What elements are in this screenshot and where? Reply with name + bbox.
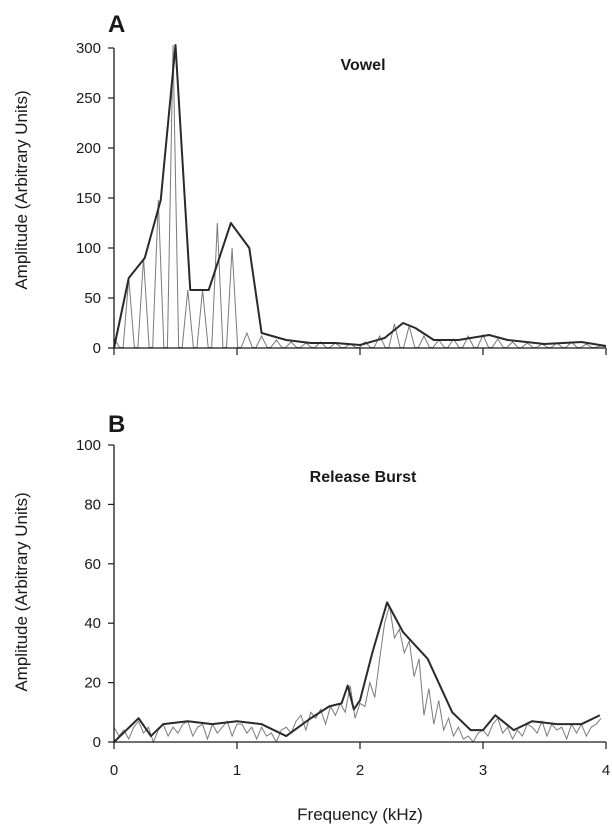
panel-a-vowel-spectrum: A Vowel Amplitude (Arbitrary Units) 0 50 1… <box>12 11 607 357</box>
spectrum-line <box>113 44 607 348</box>
panel-a-x-ticks <box>113 348 607 355</box>
y-tick-label: 200 <box>76 140 101 157</box>
panel-a-ylabel: Amplitude (Arbitrary Units) <box>12 90 31 289</box>
panel-a-spectrum-line <box>113 44 607 348</box>
y-tick-label: 60 <box>84 556 101 573</box>
x-tick-label: 4 <box>602 762 610 779</box>
x-tick-label: 2 <box>356 762 364 779</box>
y-tick-label: 20 <box>84 675 101 692</box>
panel-b-spectrum-line <box>113 605 602 744</box>
y-tick-label: 0 <box>93 734 101 751</box>
panel-b-envelope-line <box>113 601 601 743</box>
panel-a-axes <box>113 48 606 349</box>
panel-a-label: A <box>108 11 125 38</box>
y-tick-label: 300 <box>76 40 101 57</box>
panel-b-release-burst-spectrum: B Release Burst Amplitude (Arbitrary Uni… <box>12 411 610 779</box>
panel-a-y-ticks: 0 50 100 150 200 250 300 <box>76 40 114 357</box>
panel-b-axes <box>113 445 606 743</box>
y-tick-label: 40 <box>84 615 101 632</box>
y-tick-label: 100 <box>76 240 101 257</box>
x-tick-label: 3 <box>479 762 487 779</box>
panel-b-label: B <box>108 411 125 438</box>
panel-a-title: Vowel <box>340 57 385 74</box>
y-tick-label: 100 <box>76 437 101 454</box>
y-tick-label: 50 <box>84 290 101 307</box>
envelope-line <box>113 44 607 349</box>
panel-b-title: Release Burst <box>310 469 417 486</box>
panel-a-envelope-line <box>113 44 607 349</box>
y-tick-label: 0 <box>93 340 101 357</box>
x-axis-title: Frequency (kHz) <box>297 805 423 824</box>
panel-b-ylabel: Amplitude (Arbitrary Units) <box>12 492 31 691</box>
y-tick-label: 150 <box>76 190 101 207</box>
x-tick-label: 0 <box>110 762 118 779</box>
y-tick-label: 250 <box>76 90 101 107</box>
panel-b-y-ticks: 0 20 40 60 80 100 <box>76 437 114 751</box>
y-tick-label: 80 <box>84 496 101 513</box>
envelope-line <box>113 601 601 743</box>
spectrum-line <box>113 605 602 744</box>
panel-b-x-ticks: 0 1 2 3 4 <box>110 742 610 779</box>
x-tick-label: 1 <box>233 762 241 779</box>
